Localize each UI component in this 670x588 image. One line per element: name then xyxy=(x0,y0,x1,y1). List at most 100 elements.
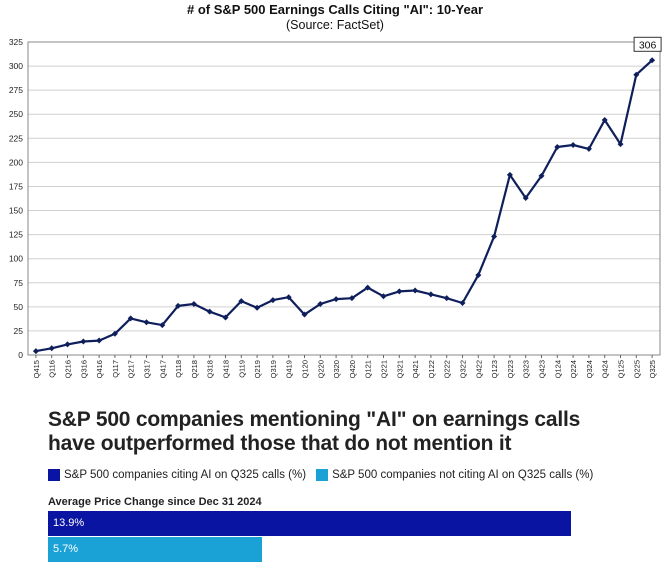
data-point xyxy=(649,57,656,64)
data-point xyxy=(617,141,624,148)
x-tick-label: Q418 xyxy=(222,360,231,378)
data-point xyxy=(348,295,355,302)
x-tick-label: Q325 xyxy=(648,360,657,378)
y-tick-label: 75 xyxy=(14,278,24,288)
x-tick-label: Q220 xyxy=(316,360,325,378)
x-tick-label: Q319 xyxy=(269,360,278,378)
x-tick-label: Q216 xyxy=(64,360,73,378)
y-tick-label: 325 xyxy=(9,37,23,47)
data-point xyxy=(32,348,39,355)
x-tick-label: Q316 xyxy=(79,360,88,378)
x-tick-label: Q415 xyxy=(32,360,41,378)
data-point xyxy=(506,171,513,178)
plot-frame xyxy=(27,41,661,356)
x-tick-label: Q121 xyxy=(364,360,373,378)
x-tick-label: Q219 xyxy=(253,360,262,378)
data-point xyxy=(317,300,324,307)
legend-item-citing: S&P 500 companies citing AI on Q325 call… xyxy=(48,469,306,481)
y-tick-label: 0 xyxy=(18,350,23,360)
data-point xyxy=(601,117,608,124)
y-tick-label: 200 xyxy=(9,157,23,167)
data-point xyxy=(254,304,261,311)
x-tick-label: Q124 xyxy=(553,360,562,378)
data-point xyxy=(159,322,166,329)
data-point xyxy=(412,287,419,294)
data-point xyxy=(285,294,292,301)
x-tick-label: Q224 xyxy=(569,360,578,378)
data-point xyxy=(475,272,482,279)
legend-swatch-citing xyxy=(48,469,60,481)
y-tick-label: 125 xyxy=(9,230,23,240)
bar-chart-card: S&P 500 companies mentioning "AI" on ear… xyxy=(30,400,637,568)
y-tick-label: 300 xyxy=(9,61,23,71)
bar-not-citing-ai: 5.7% xyxy=(48,537,263,562)
x-tick-label: Q116 xyxy=(48,360,57,378)
data-point xyxy=(443,295,450,302)
bar-not-citing-ai-label: 5.7% xyxy=(53,543,79,555)
x-tick-label: Q125 xyxy=(617,360,626,378)
x-tick-label: Q118 xyxy=(174,360,183,378)
y-tick-label: 50 xyxy=(14,302,24,312)
bar-chart-title: S&P 500 companies mentioning "AI" on ear… xyxy=(48,408,581,455)
line-chart-panel: # of S&P 500 Earnings Calls Citing "AI":… xyxy=(8,2,662,379)
x-tick-label: Q117 xyxy=(111,360,120,378)
data-point xyxy=(380,293,387,300)
data-point xyxy=(396,288,403,295)
y-tick-label: 25 xyxy=(14,326,24,336)
x-tick-label: Q123 xyxy=(490,360,499,378)
data-point xyxy=(96,337,103,344)
x-tick-label: Q420 xyxy=(348,360,357,378)
x-tick-label: Q120 xyxy=(301,360,310,378)
data-point xyxy=(80,338,87,345)
data-point xyxy=(111,330,118,337)
data-point xyxy=(175,302,182,309)
x-tick-label: Q416 xyxy=(95,360,104,378)
data-point xyxy=(570,142,577,149)
data-point xyxy=(333,296,340,303)
data-point xyxy=(64,341,71,348)
y-tick-label: 225 xyxy=(9,133,23,143)
x-tick-label: Q321 xyxy=(395,360,404,378)
x-tick-label: Q222 xyxy=(443,360,452,378)
x-tick-label: Q320 xyxy=(332,360,341,378)
data-point xyxy=(269,297,276,304)
data-point xyxy=(538,172,545,179)
data-point xyxy=(522,195,529,202)
x-tick-label: Q324 xyxy=(585,360,594,378)
data-point xyxy=(301,311,308,318)
x-tick-label: Q317 xyxy=(143,360,152,378)
data-point xyxy=(491,233,498,240)
data-point xyxy=(633,71,640,78)
data-point xyxy=(222,314,229,321)
x-tick-label: Q322 xyxy=(459,360,468,378)
data-point xyxy=(190,300,197,307)
data-point xyxy=(238,298,245,305)
y-tick-label: 150 xyxy=(9,206,23,216)
x-tick-label: Q217 xyxy=(127,360,136,378)
x-tick-label: Q318 xyxy=(206,360,215,378)
line-chart-subtitle: (Source: FactSet) xyxy=(286,18,384,32)
data-point xyxy=(364,284,371,291)
x-tick-label: Q223 xyxy=(506,360,515,378)
series-line xyxy=(35,59,653,353)
data-point xyxy=(206,308,213,315)
y-tick-label: 275 xyxy=(9,85,23,95)
line-chart-title: # of S&P 500 Earnings Calls Citing "AI":… xyxy=(186,2,484,17)
x-tick-label: Q323 xyxy=(522,360,531,378)
bar-chart-legend: S&P 500 companies citing AI on Q325 call… xyxy=(48,467,603,483)
bar-chart-subtitle: Average Price Change since Dec 31 2024 xyxy=(48,496,262,508)
legend-swatch-not-citing xyxy=(316,469,329,481)
line-chart: 0 25 50 75 100 125 150 175 200 225 250 275 300 325 Q41… xyxy=(9,36,662,378)
x-tick-label: Q218 xyxy=(190,360,199,378)
y-tick-label: 175 xyxy=(9,181,23,191)
legend-label-citing: S&P 500 companies citing AI on Q325 call… xyxy=(64,469,307,481)
x-tick-label: Q424 xyxy=(601,360,610,378)
data-point xyxy=(127,315,134,322)
y-tick-label: 250 xyxy=(9,109,23,119)
data-point xyxy=(427,291,434,298)
y-tick-label: 100 xyxy=(9,254,23,264)
x-tick-label: Q225 xyxy=(632,360,641,378)
bar-citing-ai: 13.9% xyxy=(48,511,571,536)
annotation-label: 306 xyxy=(639,39,657,51)
x-tick-label: Q119 xyxy=(237,360,246,378)
